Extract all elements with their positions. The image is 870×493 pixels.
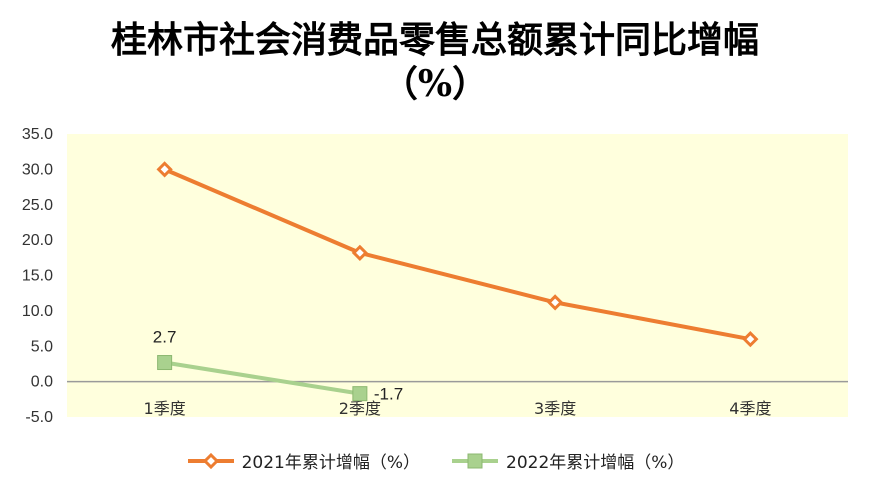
y-tick-label: -5.0 [25, 409, 53, 426]
data-label: 2.7 [153, 328, 177, 347]
legend-marker-2021 [187, 452, 234, 469]
data-label: -1.7 [374, 385, 403, 404]
series-line [164, 360, 361, 396]
legend-item-2022: 2022年累计增幅（%） [450, 448, 684, 473]
x-category-label: 4季度 [729, 399, 771, 418]
data-point [157, 355, 173, 371]
series-layer: 2.7 -1.7 [153, 161, 759, 404]
legend-label-2022: 2022年累计增幅（%） [506, 453, 685, 473]
chart-title-unit: （%） [381, 63, 489, 105]
x-category-label: 3季度 [534, 399, 576, 418]
series-line [163, 167, 751, 342]
y-tick-label: 30.0 [22, 161, 53, 178]
y-tick-label: 25.0 [22, 197, 53, 214]
y-tick-label: 20.0 [22, 232, 53, 249]
legend-marker-2022 [452, 453, 498, 468]
y-tick-label: 5.0 [31, 338, 53, 355]
y-tick-label: 15.0 [22, 268, 53, 285]
x-axis: 1季度 2季度 3季度 4季度 [144, 399, 772, 418]
data-point [156, 161, 173, 178]
data-point [351, 244, 368, 261]
chart-title: 桂林市社会消费品零售总额累计同比增幅 [110, 19, 759, 61]
data-point [742, 331, 759, 348]
y-axis: 35.0 30.0 25.0 20.0 15.0 10.0 5.0 0.0 -5.0 [22, 126, 53, 426]
legend-item-2021: 2021年累计增幅（%） [186, 448, 420, 473]
x-category-label: 1季度 [144, 399, 186, 418]
y-tick-label: 10.0 [22, 303, 53, 320]
y-tick-label: 0.0 [31, 374, 53, 391]
legend: 2021年累计增幅（%） 2022年累计增幅（%） [0, 448, 870, 473]
data-point [352, 386, 368, 402]
legend-label-2021: 2021年累计增幅（%） [241, 453, 420, 473]
data-point [547, 294, 564, 311]
y-tick-label: 35.0 [22, 126, 53, 143]
x-category-label: 2季度 [339, 399, 381, 418]
